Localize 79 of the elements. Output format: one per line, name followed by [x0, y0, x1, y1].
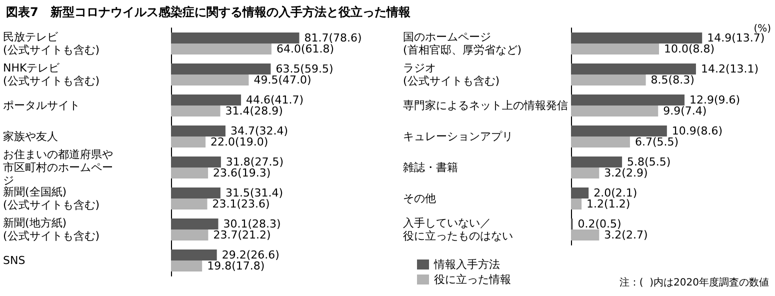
bar — [171, 156, 221, 168]
bar — [171, 198, 208, 210]
bar — [171, 106, 220, 116]
y-tick-label: NHKテレビ (公式サイトも含む) — [3, 62, 100, 88]
y-tick-label: 国のホームページ (首相官邸、厚労省など) — [403, 30, 522, 56]
bar — [171, 260, 202, 272]
data-label: 19.8(17.8) — [207, 260, 265, 272]
bar — [171, 74, 249, 86]
bar — [171, 218, 218, 230]
data-label: 0.2(0.5) — [578, 218, 622, 230]
bar — [571, 106, 658, 116]
y-tick-label: SNS — [3, 254, 26, 267]
bar — [171, 188, 220, 198]
bar — [571, 168, 600, 178]
bar — [571, 136, 630, 148]
data-label: 14.2(13.1) — [700, 62, 759, 76]
data-label: 10.0(8.8) — [664, 42, 715, 56]
data-label: 23.7(21.2) — [213, 228, 271, 242]
legend-label: 情報入手方法 — [433, 258, 500, 271]
data-label: 44.6(41.7) — [246, 94, 304, 106]
data-label: 31.5(31.4) — [225, 186, 284, 200]
bar — [171, 230, 208, 240]
bar — [571, 156, 622, 168]
bar — [571, 230, 600, 240]
data-label: 64.0(61.8) — [276, 42, 334, 56]
data-label: 1.2(1.2) — [586, 198, 630, 210]
legend-label: 役に立った情報 — [434, 273, 511, 286]
bar — [171, 44, 272, 54]
y-tick-label: その他 — [403, 192, 436, 205]
y-tick-label: ポータルサイト — [3, 99, 80, 112]
y-tick-label: 新聞(全国紙) (公式サイトも含む) — [3, 186, 100, 212]
data-label: 31.4(28.9) — [225, 104, 283, 118]
data-label: 3.2(2.7) — [604, 228, 648, 242]
data-label: 12.9(9.6) — [690, 94, 740, 106]
bar — [171, 126, 226, 136]
data-label: 2.0(2.1) — [594, 186, 638, 200]
data-label: 63.5(59.5) — [276, 62, 334, 76]
bar — [171, 94, 242, 106]
data-label: 23.6(19.3) — [213, 166, 271, 180]
data-label: 31.8(27.5) — [226, 156, 284, 168]
data-label: 6.7(5.5) — [634, 136, 679, 148]
y-tick-label: 専門家によるネット上の情報発信 — [403, 99, 568, 112]
bar — [171, 136, 206, 148]
y-tick-label: キュレーションアプリ — [403, 130, 513, 143]
bar — [571, 32, 702, 44]
data-label: 49.5(47.0) — [254, 74, 312, 86]
bar — [571, 64, 696, 74]
text: 注：( )内は2020年度調査の数値 — [619, 276, 769, 288]
bar — [171, 64, 271, 74]
y-tick-label: ラジオ (公式サイトも含む) — [403, 62, 500, 88]
y-tick-label: お住まいの都道府県や市区町村のホームページ — [3, 148, 113, 187]
bar — [571, 74, 646, 86]
data-label: 23.1(23.6) — [212, 198, 270, 210]
data-label: 22.0(19.0) — [210, 136, 268, 148]
bar — [171, 250, 217, 260]
data-label: 14.9(13.7) — [707, 32, 765, 44]
data-label: 9.9(7.4) — [663, 104, 707, 118]
y-tick-label: 新聞(地方紙) (公式サイトも含む) — [3, 216, 100, 242]
text: (%) — [754, 24, 772, 34]
bar — [571, 94, 685, 106]
bar — [171, 168, 208, 178]
bar — [571, 126, 667, 136]
data-label: 29.2(26.6) — [222, 248, 280, 262]
y-tick-label: 家族や友人 — [3, 130, 58, 143]
y-tick-label: 雑誌・書籍 — [403, 161, 458, 174]
data-label: 10.9(8.6) — [672, 124, 722, 138]
chart-title: 図表7 新型コロナウイルス感染症に関する情報の入手方法と役立った情報 — [5, 4, 412, 21]
bar — [571, 198, 582, 210]
bar — [171, 32, 300, 44]
y-tick-label: 民放テレビ (公式サイトも含む) — [3, 30, 100, 56]
bar — [571, 188, 589, 198]
data-label: 30.1(28.3) — [223, 218, 281, 230]
bar — [571, 44, 659, 54]
data-label: 5.8(5.5) — [627, 156, 671, 168]
data-label: 3.2(2.9) — [604, 166, 648, 180]
y-tick-label: 入手していない／役に立ったものはない — [403, 216, 513, 242]
data-label: 8.5(8.3) — [650, 74, 694, 86]
data-label: 81.7(78.6) — [304, 32, 362, 44]
data-label: 34.7(32.4) — [230, 124, 288, 138]
